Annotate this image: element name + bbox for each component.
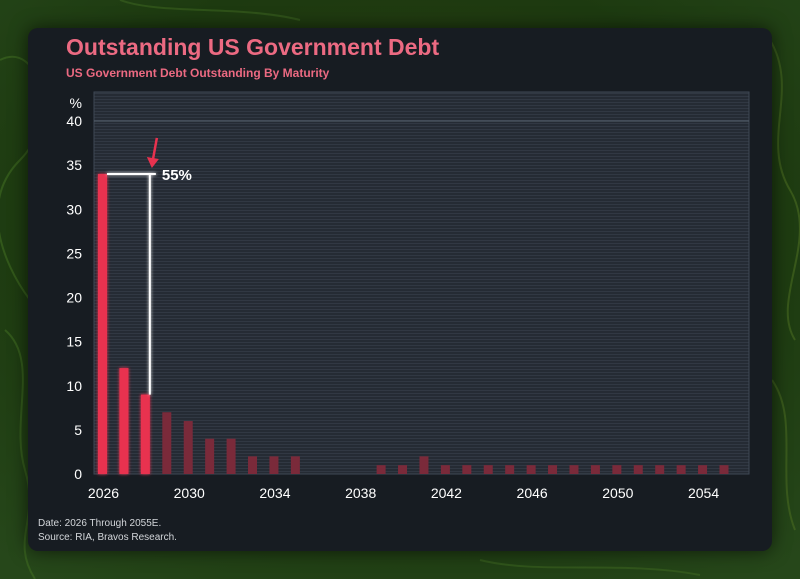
y-tick-label: 30 [66, 201, 82, 217]
arrow-shaft [151, 137, 159, 161]
bar-2052 [655, 465, 665, 474]
x-tick-label: 2042 [431, 485, 462, 501]
x-axis: 2026 2030 2034 2038 2042 2046 2050 2054 [88, 485, 719, 501]
bar-2045 [505, 465, 515, 474]
bar-2042 [440, 465, 450, 474]
bracket-annotation: 55% [107, 137, 192, 395]
y-axis: % 0 5 10 15 20 25 30 35 40 [66, 95, 82, 482]
bar-2027 [119, 368, 129, 474]
y-tick-label: 10 [66, 378, 82, 394]
bar-2029 [162, 412, 172, 474]
bar-2030 [183, 421, 193, 474]
y-tick-label: 40 [66, 113, 82, 129]
bars [98, 173, 729, 474]
annotation-label: 55% [162, 167, 192, 184]
y-axis-label: % [70, 95, 82, 111]
x-tick-label: 2030 [174, 485, 205, 501]
source-note: Source: RIA, Bravos Research. [38, 532, 177, 543]
bar-2043 [462, 465, 472, 474]
y-tick-label: 5 [74, 422, 82, 438]
bar-2051 [633, 465, 643, 474]
plot-area [93, 91, 750, 475]
x-tick-label: 2054 [688, 485, 719, 501]
bar-2034 [269, 456, 279, 474]
bar-2032 [226, 438, 236, 474]
bar-2047 [548, 465, 558, 474]
bar-2040 [398, 465, 408, 474]
bar-2028 [140, 394, 150, 474]
x-tick-label: 2026 [88, 485, 119, 501]
y-tick-label: 20 [66, 290, 82, 306]
bar-2050 [612, 465, 622, 474]
y-tick-label: 15 [66, 334, 82, 350]
x-tick-label: 2038 [345, 485, 376, 501]
arrow-icon [146, 156, 159, 168]
bar-2035 [290, 456, 300, 474]
bar-2048 [569, 465, 579, 474]
bar-2054 [698, 465, 708, 474]
chart-subtitle: US Government Debt Outstanding By Maturi… [66, 66, 330, 80]
y-tick-label: 0 [74, 466, 82, 482]
bar-2031 [205, 438, 215, 474]
bar-2049 [590, 465, 600, 474]
bar-2026 [98, 173, 107, 474]
y-tick-label: 25 [66, 245, 82, 261]
bar-2055 [719, 465, 729, 474]
bar-2046 [526, 465, 536, 474]
x-tick-label: 2034 [259, 485, 290, 501]
bar-2044 [483, 465, 493, 474]
y-tick-label: 35 [66, 157, 82, 173]
x-tick-label: 2046 [517, 485, 548, 501]
date-note: Date: 2026 Through 2055E. [38, 518, 162, 529]
page-title: Outstanding US Government Debt [66, 34, 440, 60]
bar-2053 [676, 465, 686, 474]
bar-2033 [248, 456, 258, 474]
bar-2041 [419, 456, 429, 474]
bar-2039 [376, 465, 386, 474]
x-tick-label: 2050 [602, 485, 633, 501]
